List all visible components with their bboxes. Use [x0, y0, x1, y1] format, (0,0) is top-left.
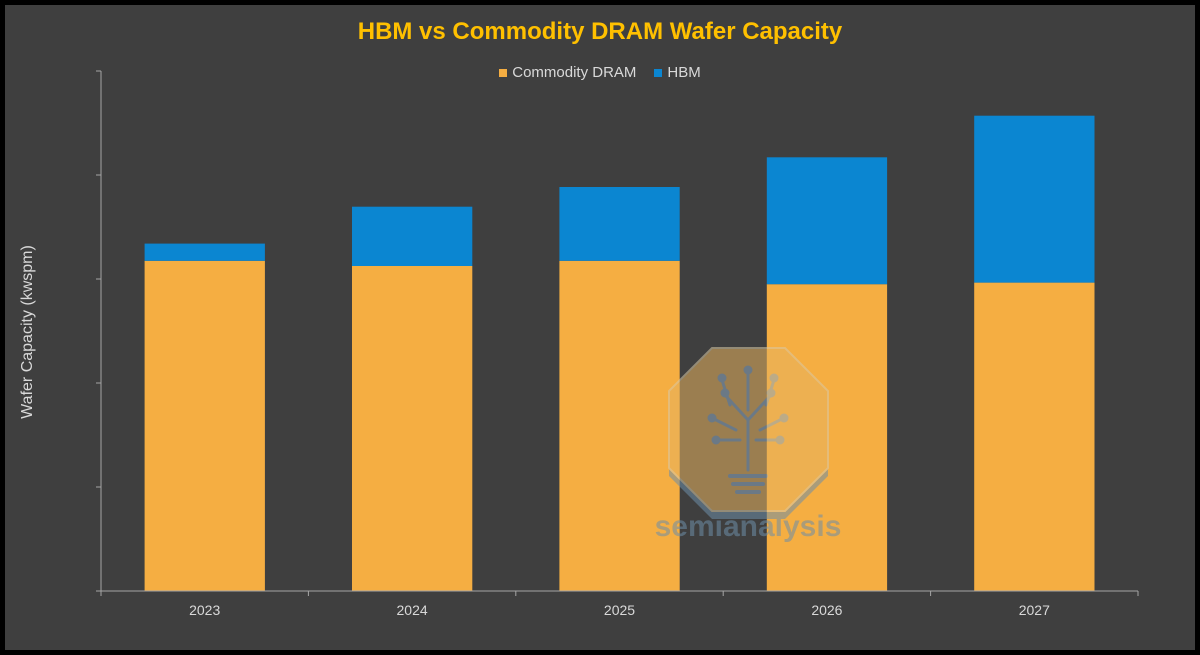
legend-swatch-commodity-dram: [499, 68, 508, 77]
legend: Commodity DRAM HBM: [0, 64, 1200, 81]
watermark: semianalysis: [655, 347, 842, 543]
chart-title: HBM vs Commodity DRAM Wafer Capacity: [357, 18, 843, 45]
x-tick-label-2024: 2024: [397, 602, 428, 618]
y-axis-ticks: [96, 70, 101, 592]
x-axis-tick-labels: 2023 2024 2025 2026 2027: [189, 602, 1050, 618]
bar-hbm-2024: [352, 206, 473, 266]
legend-item-hbm: HBM: [654, 64, 701, 81]
x-tick-label-2026: 2026: [811, 602, 842, 618]
bar-commodity-dram-2025: [559, 260, 680, 591]
legend-swatch-hbm: [654, 68, 663, 77]
bar-commodity-dram-2024: [352, 266, 473, 591]
legend-label-commodity-dram: Commodity DRAM: [512, 64, 637, 81]
bar-hbm-2025: [559, 187, 680, 261]
bar-hbm-2027: [974, 115, 1095, 283]
bar-commodity-dram-2023: [144, 260, 265, 591]
legend-label-hbm: HBM: [667, 64, 701, 81]
legend-item-commodity-dram: Commodity DRAM: [499, 64, 636, 81]
watermark-text: semianalysis: [655, 510, 842, 543]
bar-hbm-2026: [766, 157, 888, 285]
x-tick-label-2027: 2027: [1019, 602, 1050, 618]
x-axis-ticks: [100, 591, 1139, 596]
x-tick-label-2025: 2025: [604, 602, 635, 618]
bar-commodity-dram-2027: [974, 282, 1095, 591]
bars-group: [144, 115, 1095, 591]
x-tick-label-2023: 2023: [189, 602, 220, 618]
bar-hbm-2023: [144, 243, 265, 261]
circuit-tree-lightbulb-icon: [707, 365, 789, 494]
